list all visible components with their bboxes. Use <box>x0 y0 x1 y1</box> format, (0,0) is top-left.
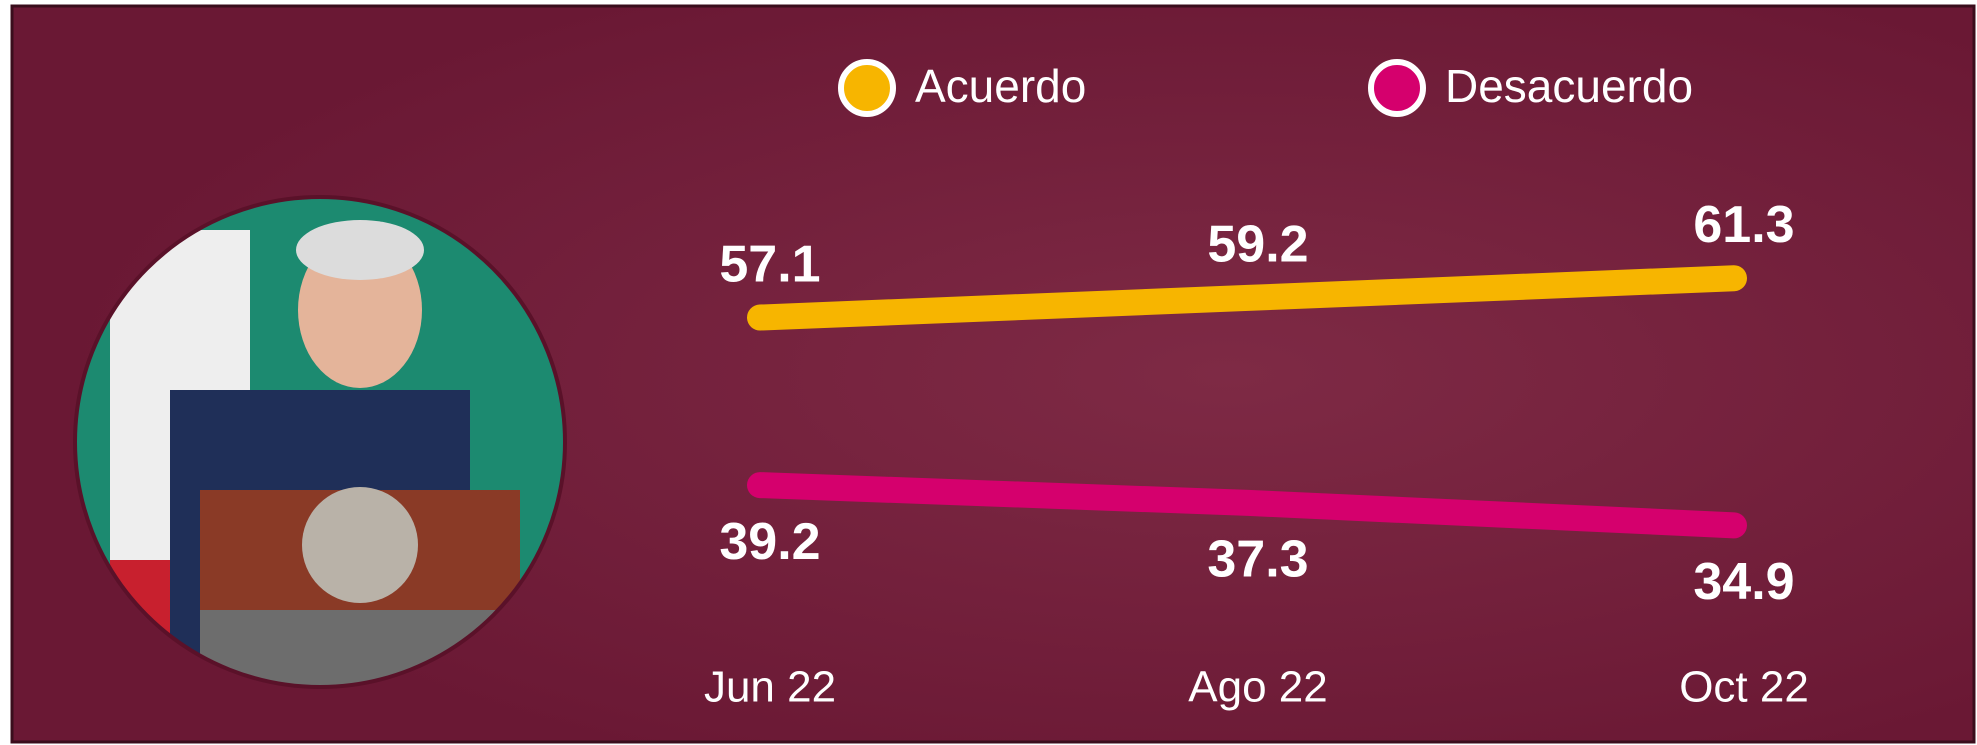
x-tick-label: Jun 22 <box>704 663 836 712</box>
legend-marker <box>838 59 896 117</box>
data-label: 34.9 <box>1693 553 1794 611</box>
series-line <box>747 472 1747 539</box>
data-label: 57.1 <box>719 235 820 293</box>
data-label: 61.3 <box>1693 196 1794 254</box>
legend-marker <box>1368 59 1426 117</box>
photo-border <box>73 195 567 689</box>
series-line <box>747 265 1747 331</box>
frame <box>10 4 1976 744</box>
data-label: 37.3 <box>1207 531 1308 589</box>
data-label: 59.2 <box>1207 216 1308 274</box>
legend-label: Acuerdo <box>915 60 1086 112</box>
x-tick-label: Ago 22 <box>1188 663 1327 712</box>
data-label: 39.2 <box>719 513 820 571</box>
legend-label: Desacuerdo <box>1445 60 1693 112</box>
x-tick-label: Oct 22 <box>1679 663 1809 712</box>
